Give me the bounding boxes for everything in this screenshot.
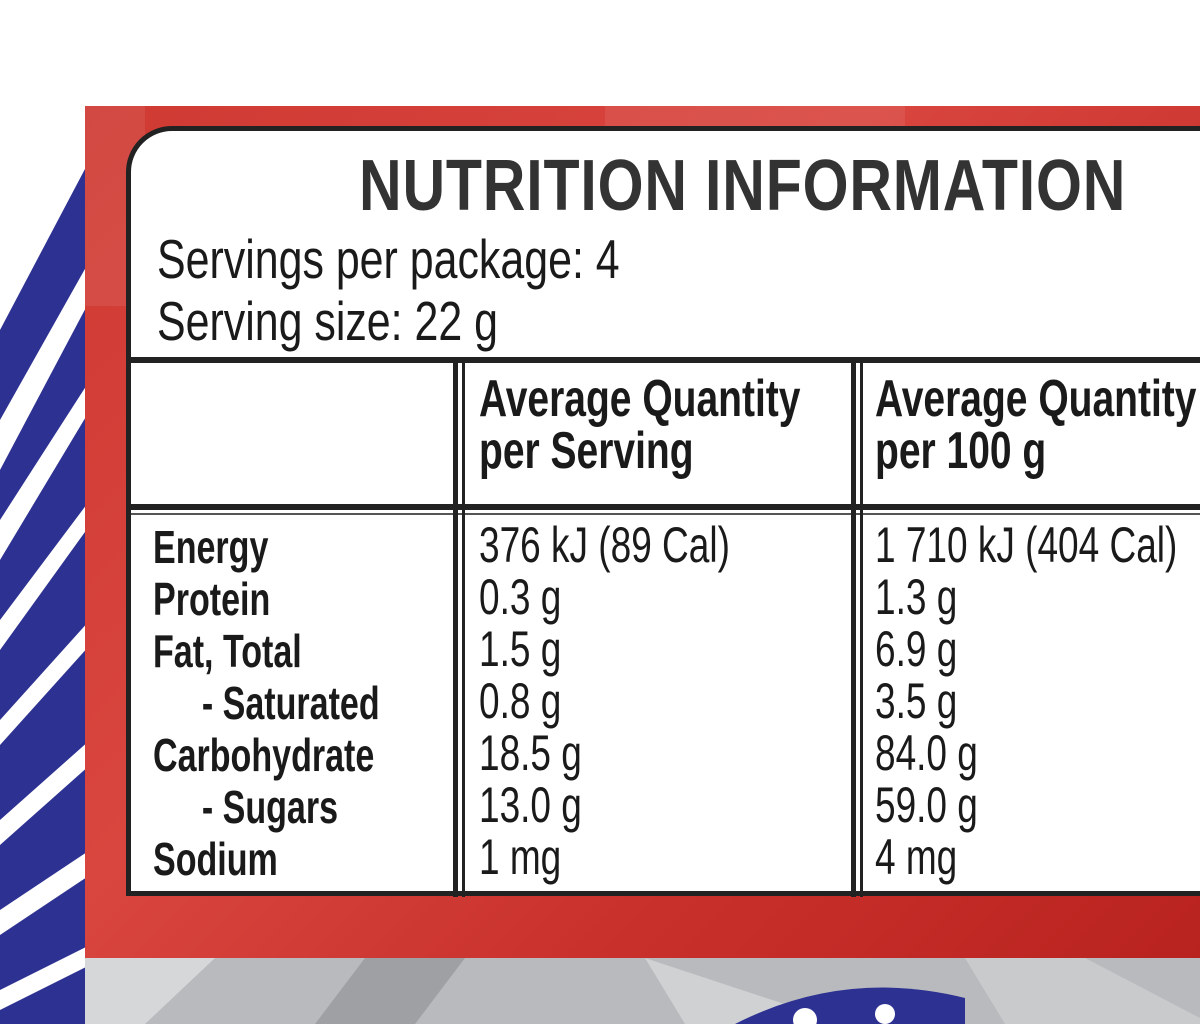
label-title: NUTRITION INFORMATION [359, 146, 1127, 226]
per-100g-value: 84.0 g [875, 725, 978, 781]
header-per-serving-line2: per Serving [479, 422, 694, 480]
nutrient-name: Carbohydrate [153, 729, 375, 781]
per-serving-value: 376 kJ (89 Cal) [479, 517, 730, 573]
nutrient-name: Sodium [153, 833, 278, 885]
nutrient-name: Energy [153, 521, 269, 573]
per-100g-value: 6.9 g [875, 621, 958, 677]
table-top-border [131, 357, 1200, 363]
column-divider-2b [860, 357, 863, 897]
header-bottom-border-inner [131, 513, 1200, 515]
per-100g-values: 1 710 kJ (404 Cal) 1.3 g 6.9 g 3.5 g 84.… [875, 519, 1177, 883]
bottom-packaging [85, 958, 1200, 1024]
column-divider-2a [851, 357, 856, 897]
servings-per-package: Servings per package: 4 [157, 228, 620, 290]
header-per-serving-line1: Average Quantity [479, 370, 801, 428]
header-per-100g: Average Quantity per 100 g [875, 369, 1197, 480]
per-serving-value: 1.5 g [479, 621, 562, 677]
per-100g-value: 3.5 g [875, 673, 958, 729]
header-per-100g-line2: per 100 g [875, 422, 1047, 480]
header-per-serving: Average Quantity per Serving [479, 369, 801, 480]
per-100g-value: 4 mg [875, 829, 958, 885]
column-divider-1b [462, 357, 465, 897]
column-divider-1a [453, 357, 458, 897]
per-serving-value: 18.5 g [479, 725, 582, 781]
nutrient-names: Energy Protein Fat, Total - Saturated Ca… [153, 521, 380, 885]
nutrient-name: Protein [153, 573, 271, 625]
per-100g-value: 59.0 g [875, 777, 978, 833]
per-serving-values: 376 kJ (89 Cal) 0.3 g 1.5 g 0.8 g 18.5 g… [479, 519, 730, 883]
per-serving-value: 1 mg [479, 829, 562, 885]
per-serving-value: 13.0 g [479, 777, 582, 833]
header-per-100g-line1: Average Quantity [875, 370, 1197, 428]
per-100g-value: 1.3 g [875, 569, 958, 625]
serving-size: Serving size: 22 g [157, 290, 499, 352]
nutrient-name-indented: - Saturated [201, 677, 380, 729]
per-serving-value: 0.3 g [479, 569, 562, 625]
nutrition-label: NUTRITION INFORMATION Servings per packa… [126, 126, 1200, 897]
per-serving-value: 0.8 g [479, 673, 562, 729]
nutrient-name: Fat, Total [153, 625, 302, 677]
nutrient-name-indented: - Sugars [201, 781, 339, 833]
header-bottom-border [131, 504, 1200, 510]
per-100g-value: 1 710 kJ (404 Cal) [875, 517, 1178, 573]
